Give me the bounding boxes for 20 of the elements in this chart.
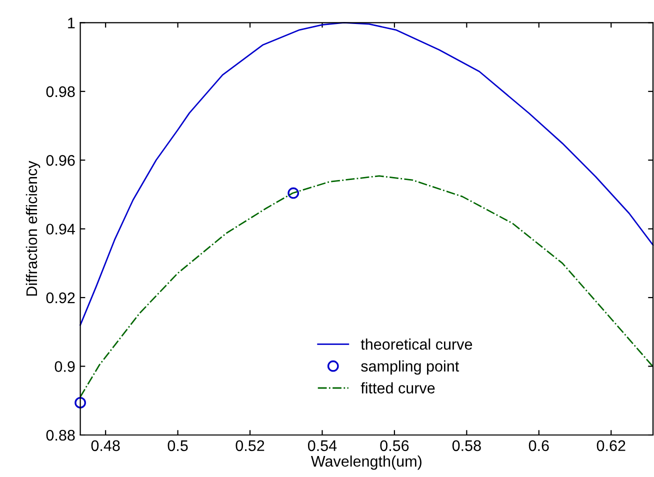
- x-tick-label: 0.52: [236, 440, 264, 452]
- x-tick-label: 0.62: [596, 440, 626, 452]
- x-tick-label: 0.48: [91, 440, 120, 452]
- y-tick-label: 0.96: [46, 155, 75, 166]
- x-tick-label: 0.54: [308, 440, 337, 452]
- x-tick-label: 0.56: [380, 440, 409, 452]
- x-tick-label: 0.5: [168, 440, 188, 452]
- legend-label: theoretical curve: [360, 338, 472, 350]
- y-tick-label: 1: [68, 18, 75, 28]
- x-tick-label: 0.58: [452, 440, 481, 452]
- legend-label: sampling point: [361, 360, 460, 375]
- x-axis-title: Wavelength(um): [310, 455, 422, 470]
- legend-label: fitted curve: [360, 382, 435, 394]
- y-axis-title: Diffraction efficiency: [26, 160, 40, 296]
- y-tick-label: 0.88: [46, 430, 75, 441]
- y-tick-label: 0.98: [46, 86, 75, 98]
- y-tick-label: 0.94: [46, 224, 75, 235]
- y-tick-label: 0.9: [54, 361, 75, 372]
- y-tick-label: 0.92: [46, 292, 75, 304]
- x-tick-label: 0.6: [528, 440, 549, 452]
